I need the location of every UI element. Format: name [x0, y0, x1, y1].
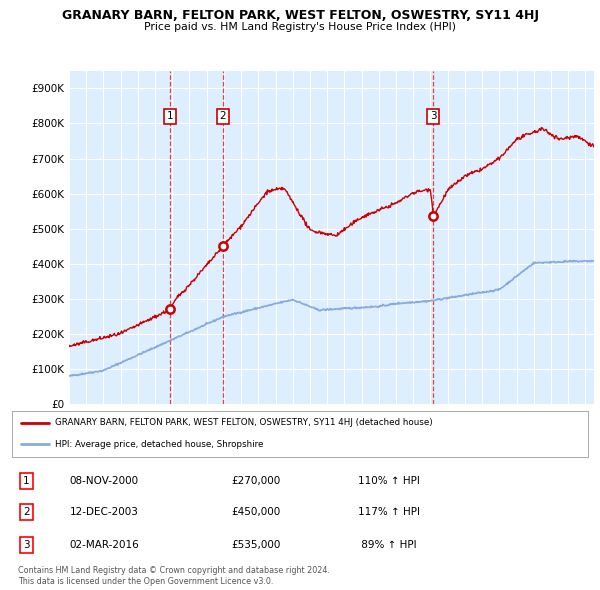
Text: 1: 1	[23, 476, 30, 486]
Text: 02-MAR-2016: 02-MAR-2016	[70, 540, 139, 550]
Text: GRANARY BARN, FELTON PARK, WEST FELTON, OSWESTRY, SY11 4HJ: GRANARY BARN, FELTON PARK, WEST FELTON, …	[62, 9, 539, 22]
Text: 3: 3	[430, 112, 437, 122]
Text: 89% ↑ HPI: 89% ↑ HPI	[358, 540, 416, 550]
Text: Contains HM Land Registry data © Crown copyright and database right 2024.
This d: Contains HM Land Registry data © Crown c…	[18, 566, 330, 586]
Text: 2: 2	[23, 507, 30, 517]
Text: £450,000: £450,000	[231, 507, 280, 517]
Text: 3: 3	[23, 540, 30, 550]
Text: £535,000: £535,000	[231, 540, 280, 550]
Text: 12-DEC-2003: 12-DEC-2003	[70, 507, 139, 517]
Text: 117% ↑ HPI: 117% ↑ HPI	[358, 507, 419, 517]
Text: 110% ↑ HPI: 110% ↑ HPI	[358, 476, 419, 486]
Text: GRANARY BARN, FELTON PARK, WEST FELTON, OSWESTRY, SY11 4HJ (detached house): GRANARY BARN, FELTON PARK, WEST FELTON, …	[55, 418, 433, 427]
Text: 2: 2	[220, 112, 226, 122]
Text: Price paid vs. HM Land Registry's House Price Index (HPI): Price paid vs. HM Land Registry's House …	[144, 22, 456, 32]
Text: £270,000: £270,000	[231, 476, 280, 486]
Text: HPI: Average price, detached house, Shropshire: HPI: Average price, detached house, Shro…	[55, 440, 263, 449]
Text: 08-NOV-2000: 08-NOV-2000	[70, 476, 139, 486]
Text: 1: 1	[167, 112, 173, 122]
